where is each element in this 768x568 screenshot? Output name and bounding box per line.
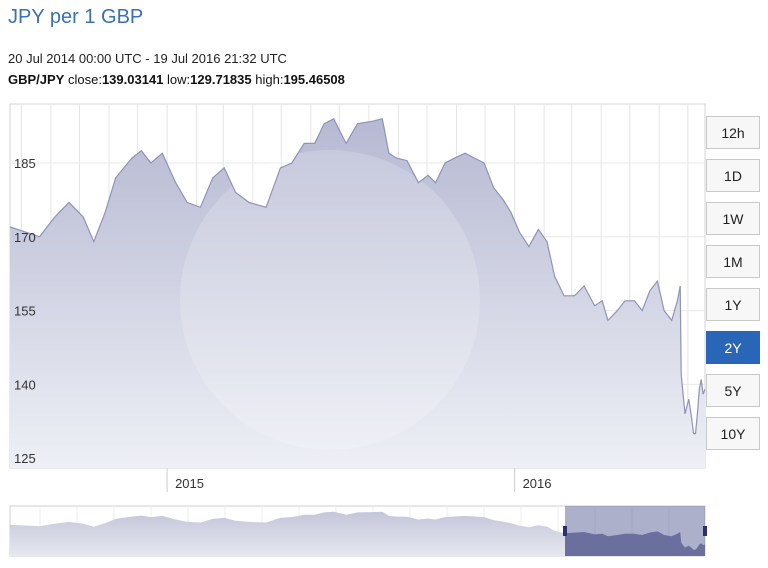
low-value: 129.71835 xyxy=(190,72,252,87)
y-tick-label: 170 xyxy=(14,230,36,245)
close-label: close: xyxy=(67,72,102,87)
range-button-2y[interactable]: 2Y xyxy=(706,331,760,364)
y-axis: 125 140 155 170 185 xyxy=(14,156,36,466)
y-tick-label: 140 xyxy=(14,377,36,392)
range-button-10y[interactable]: 10Y xyxy=(706,417,760,450)
x-tick-label: 2016 xyxy=(523,476,552,491)
y-tick-label: 125 xyxy=(14,451,36,466)
navigator-handle-right[interactable] xyxy=(703,526,707,536)
xe-watermark xyxy=(180,150,480,450)
range-button-1w[interactable]: 1W xyxy=(706,202,760,235)
navigator[interactable] xyxy=(9,505,707,557)
range-button-1d[interactable]: 1D xyxy=(706,159,760,192)
close-value: 139.03141 xyxy=(101,72,164,87)
date-range: 20 Jul 2014 00:00 UTC - 19 Jul 2016 21:3… xyxy=(8,51,287,66)
x-axis: 2015 2016 xyxy=(166,468,552,492)
high-label: high: xyxy=(255,72,284,87)
page-title: JPY per 1 GBP xyxy=(8,6,144,28)
range-button-12h[interactable]: 12h xyxy=(706,116,760,149)
low-label: low: xyxy=(167,72,191,87)
x-tick-label: 2015 xyxy=(175,476,204,491)
range-button-1m[interactable]: 1M xyxy=(706,245,760,278)
range-button-5y[interactable]: 5Y xyxy=(706,374,760,407)
y-tick-label: 155 xyxy=(14,304,36,319)
stats-line: GBP/JPY close:139.03141 low:129.71835 hi… xyxy=(8,72,345,87)
navigator-selected-area xyxy=(565,531,705,556)
navigator-handle-left[interactable] xyxy=(563,526,567,536)
range-button-1y[interactable]: 1Y xyxy=(706,288,760,321)
y-tick-label: 185 xyxy=(14,156,36,171)
navigator-area xyxy=(10,511,705,556)
rate-area xyxy=(10,118,705,469)
high-value: 195.46508 xyxy=(283,72,345,87)
pair-label: GBP/JPY xyxy=(8,72,65,87)
rate-line[interactable] xyxy=(9,117,706,435)
